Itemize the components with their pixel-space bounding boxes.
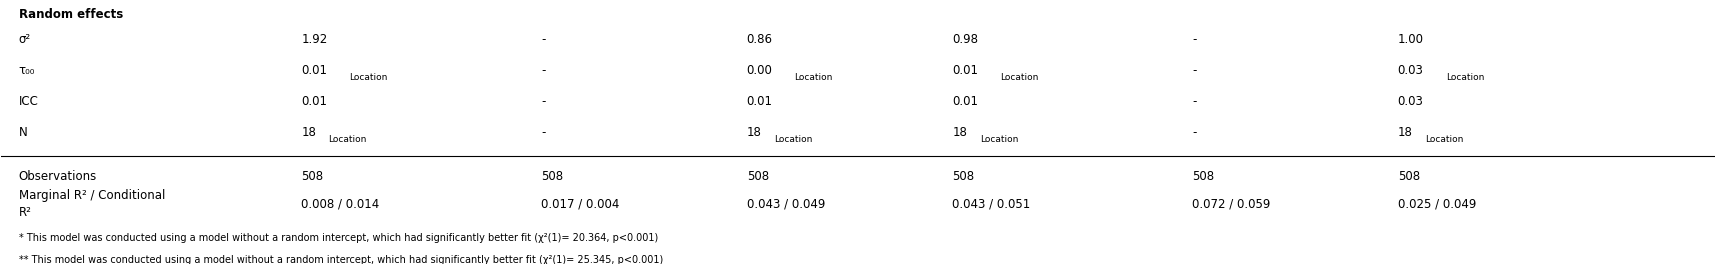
- Text: Location: Location: [1445, 73, 1484, 82]
- Text: 0.00: 0.00: [746, 64, 772, 77]
- Text: Location: Location: [1000, 73, 1038, 82]
- Text: -: -: [1193, 126, 1196, 139]
- Text: * This model was conducted using a model without a random intercept, which had s: * This model was conducted using a model…: [19, 233, 657, 243]
- Text: 18: 18: [302, 126, 316, 139]
- Text: 0.01: 0.01: [302, 64, 328, 77]
- Text: 0.025 / 0.049: 0.025 / 0.049: [1397, 197, 1476, 211]
- Text: Location: Location: [348, 73, 388, 82]
- Text: -: -: [541, 64, 546, 77]
- Text: τ₀₀: τ₀₀: [19, 64, 34, 77]
- Text: Observations: Observations: [19, 170, 96, 183]
- Text: σ²: σ²: [19, 33, 31, 46]
- Text: 0.03: 0.03: [1397, 95, 1424, 108]
- Text: Location: Location: [795, 73, 832, 82]
- Text: Location: Location: [329, 135, 367, 144]
- Text: 1.00: 1.00: [1397, 33, 1424, 46]
- Text: 0.008 / 0.014: 0.008 / 0.014: [302, 197, 379, 211]
- Text: 18: 18: [952, 126, 968, 139]
- Text: N: N: [19, 126, 27, 139]
- Text: 0.072 / 0.059: 0.072 / 0.059: [1193, 197, 1270, 211]
- Text: 0.98: 0.98: [952, 33, 978, 46]
- Text: -: -: [541, 95, 546, 108]
- Text: Location: Location: [1424, 135, 1464, 144]
- Text: -: -: [1193, 33, 1196, 46]
- Text: -: -: [1193, 95, 1196, 108]
- Text: ICC: ICC: [19, 95, 38, 108]
- Text: 1.92: 1.92: [302, 33, 328, 46]
- Text: 0.01: 0.01: [302, 95, 328, 108]
- Text: 0.043 / 0.051: 0.043 / 0.051: [952, 197, 1031, 211]
- Text: 508: 508: [746, 170, 769, 183]
- Text: 18: 18: [1397, 126, 1412, 139]
- Text: -: -: [541, 33, 546, 46]
- Text: 0.01: 0.01: [952, 64, 978, 77]
- Text: 0.03: 0.03: [1397, 64, 1424, 77]
- Text: 0.01: 0.01: [952, 95, 978, 108]
- Text: 18: 18: [746, 126, 762, 139]
- Text: Marginal R² / Conditional
R²: Marginal R² / Conditional R²: [19, 189, 165, 219]
- Text: -: -: [541, 126, 546, 139]
- Text: 0.017 / 0.004: 0.017 / 0.004: [541, 197, 619, 211]
- Text: Location: Location: [774, 135, 812, 144]
- Text: 508: 508: [541, 170, 563, 183]
- Text: 508: 508: [1397, 170, 1419, 183]
- Text: Random effects: Random effects: [19, 8, 124, 21]
- Text: 0.043 / 0.049: 0.043 / 0.049: [746, 197, 825, 211]
- Text: 0.86: 0.86: [746, 33, 772, 46]
- Text: 508: 508: [302, 170, 323, 183]
- Text: 508: 508: [1193, 170, 1215, 183]
- Text: ** This model was conducted using a model without a random intercept, which had : ** This model was conducted using a mode…: [19, 255, 662, 264]
- Text: -: -: [1193, 64, 1196, 77]
- Text: Location: Location: [980, 135, 1018, 144]
- Text: 508: 508: [952, 170, 975, 183]
- Text: 0.01: 0.01: [746, 95, 772, 108]
